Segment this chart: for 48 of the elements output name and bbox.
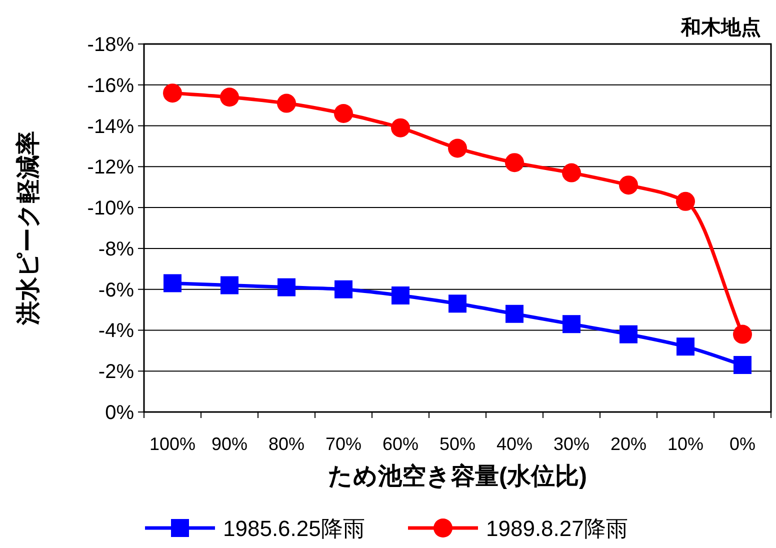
x-tick-label: 50% — [439, 434, 476, 454]
point — [505, 153, 524, 172]
point — [676, 338, 694, 356]
y-tick-label: -4% — [98, 320, 134, 342]
x-axis-title: ため池空き容量(水位比) — [328, 463, 587, 490]
y-tick-label: -16% — [87, 74, 134, 97]
point — [164, 274, 182, 292]
point — [278, 278, 296, 296]
legend-label: 1989.8.27降雨 — [486, 516, 628, 541]
x-tick-label: 20% — [610, 434, 647, 454]
chart-title: 和木地点 — [680, 16, 761, 39]
point — [391, 118, 410, 138]
y-tick-label: -2% — [98, 361, 134, 384]
y-tick-label: -12% — [87, 156, 134, 179]
x-tick-label: 40% — [496, 434, 533, 454]
x-tick-label: 90% — [211, 434, 248, 454]
x-tick-label: 70% — [325, 434, 362, 454]
point — [220, 88, 239, 107]
x-tick-label: 100% — [149, 434, 196, 454]
point — [620, 325, 638, 344]
x-tick-label: 80% — [268, 434, 305, 454]
y-tick-label: -14% — [87, 116, 134, 138]
point — [734, 356, 752, 374]
y-tick-label: 0% — [105, 402, 134, 424]
point — [334, 104, 353, 124]
legend-label: 1985.6.25降雨 — [223, 516, 365, 541]
point — [392, 286, 410, 304]
point — [163, 84, 182, 103]
point — [562, 163, 581, 182]
x-tick-label: 0% — [729, 434, 756, 454]
point — [506, 304, 524, 323]
point — [277, 94, 296, 113]
point — [448, 138, 467, 158]
y-tick-label: -18% — [87, 34, 134, 56]
y-tick-label: -6% — [98, 279, 134, 302]
x-tick-label: 30% — [553, 434, 590, 454]
point — [733, 324, 752, 344]
point — [619, 176, 638, 195]
x-tick-label: 10% — [667, 434, 704, 454]
point — [676, 192, 695, 211]
point — [448, 294, 466, 313]
x-tick-label: 60% — [382, 434, 419, 454]
y-tick-label: -8% — [98, 238, 134, 260]
y-tick-label: -10% — [87, 198, 134, 220]
point — [562, 315, 580, 334]
point — [334, 280, 352, 298]
point — [220, 276, 238, 294]
y-axis-title: 洪水ピーク軽減率 — [15, 131, 42, 326]
